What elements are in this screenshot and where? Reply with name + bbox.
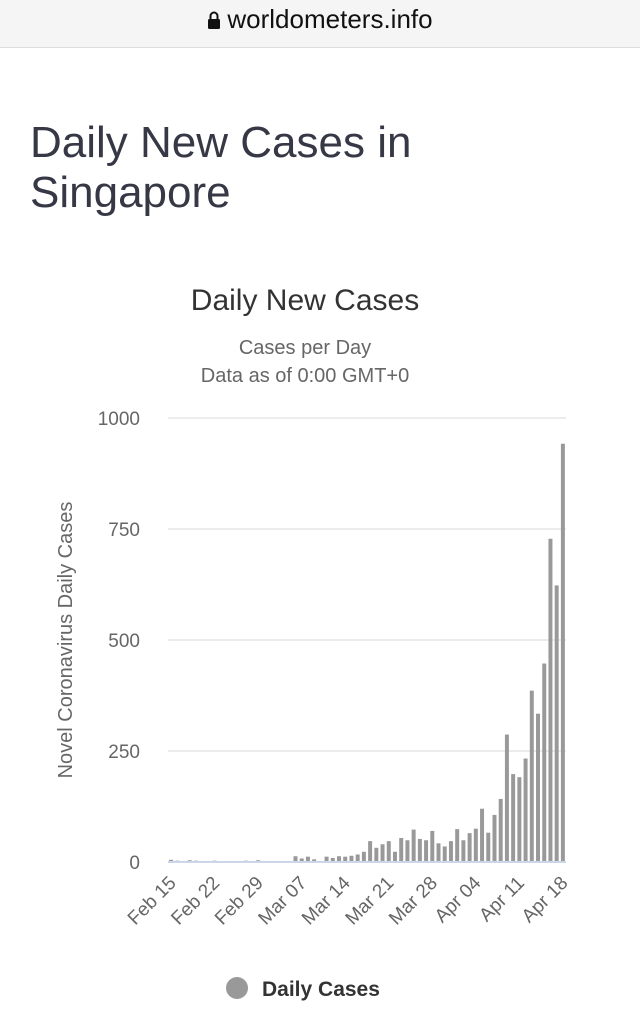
chart: Daily New Cases Cases per Day Data as of… (55, 284, 572, 1001)
bar (337, 856, 342, 862)
bar (349, 855, 354, 862)
bar (473, 828, 478, 862)
x-tick-label: Apr 04 (431, 872, 486, 927)
x-tick-label: Mar 14 (298, 872, 355, 929)
bar (523, 758, 528, 862)
x-tick-label: Apr 18 (518, 873, 572, 927)
bar (169, 859, 174, 862)
bar (542, 663, 547, 862)
bar (343, 856, 348, 862)
bar (529, 690, 534, 862)
bar (361, 851, 366, 862)
bar (368, 841, 373, 862)
bar (411, 829, 416, 862)
bar (467, 833, 472, 862)
bar (330, 858, 335, 862)
legend-symbol (226, 977, 248, 999)
bar (293, 856, 298, 862)
bar (492, 814, 497, 862)
legend-label: Daily Cases (262, 978, 380, 1001)
y-tick-label: 1000 (98, 409, 140, 430)
address-bar[interactable]: worldometers.info (0, 0, 640, 48)
bar (548, 538, 553, 862)
bar (405, 840, 410, 862)
x-tick-label: Mar 28 (385, 873, 442, 930)
bar (312, 859, 317, 862)
chart-title: Daily New Cases (191, 284, 419, 317)
bar (424, 840, 429, 862)
bar (299, 858, 304, 862)
bar (511, 774, 516, 862)
bar (486, 832, 491, 862)
bar (498, 798, 503, 862)
bar (374, 847, 379, 862)
bar (448, 841, 453, 862)
bar (536, 713, 541, 862)
bar (560, 443, 565, 862)
bar (380, 844, 385, 862)
y-axis-label: Novel Coronavirus Daily Cases (55, 502, 77, 779)
bar (455, 829, 460, 862)
x-tick-label: Apr 11 (475, 873, 528, 926)
page-heading: Daily New Cases in Singapore (30, 118, 412, 217)
bar (355, 854, 360, 862)
bar (399, 838, 404, 862)
bar (417, 838, 422, 862)
bar (461, 840, 466, 862)
bar (305, 856, 310, 862)
bar (324, 856, 329, 862)
bar (392, 851, 397, 862)
bar (442, 846, 447, 862)
bar (386, 841, 391, 862)
bar (517, 777, 522, 862)
bar (430, 830, 435, 862)
y-tick-label: 0 (129, 853, 140, 874)
chart-subtitle: Data as of 0:00 GMT+0 (201, 365, 409, 387)
bar (504, 734, 509, 862)
url[interactable]: worldometers.info (0, 4, 640, 35)
lock-icon (208, 11, 221, 29)
y-tick-label: 250 (108, 742, 140, 763)
y-tick-label: 500 (108, 631, 140, 652)
bar (436, 843, 441, 862)
y-tick-label: 750 (108, 520, 140, 541)
x-tick-label: Feb 29 (211, 873, 268, 930)
url-text: worldometers.info (227, 4, 433, 34)
x-tick-label: Feb 22 (167, 873, 224, 930)
x-tick-label: Mar 21 (342, 873, 399, 930)
bar (480, 808, 485, 862)
x-tick-label: Mar 07 (255, 873, 312, 930)
chart-subtitle: Cases per Day (239, 337, 371, 359)
bar (554, 585, 559, 862)
x-tick-label: Feb 15 (124, 873, 181, 930)
